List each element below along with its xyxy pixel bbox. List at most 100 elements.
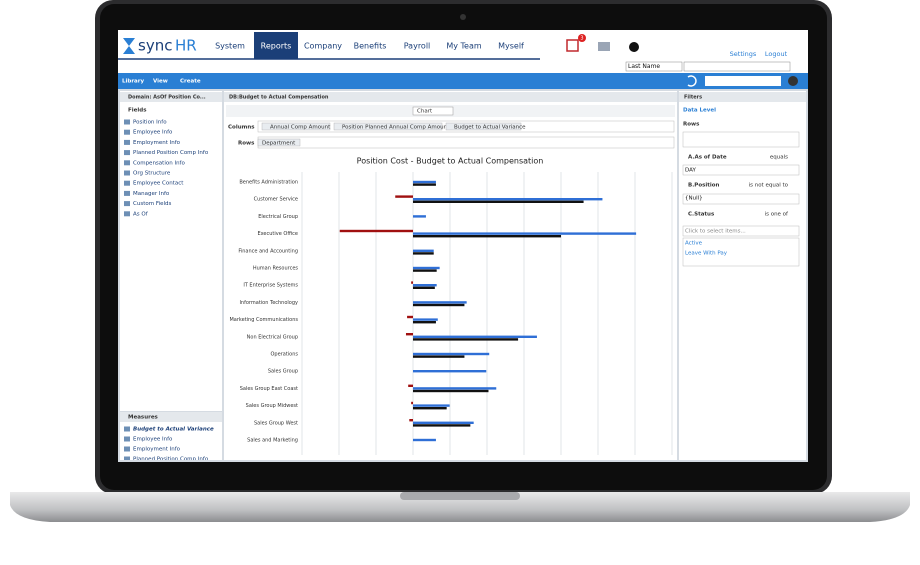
filters-panel — [679, 91, 806, 460]
category-label: IT Enterprise Systems — [243, 283, 298, 289]
filter-placeholder[interactable]: Click to select items... — [685, 229, 746, 235]
nav-item[interactable]: Payroll — [404, 42, 431, 51]
active-tab[interactable] — [254, 32, 298, 59]
filter-value[interactable]: DAY — [685, 168, 696, 174]
field-icon — [124, 170, 130, 176]
field-icon — [124, 129, 130, 135]
rows-label: Rows — [238, 141, 255, 147]
bar — [413, 198, 603, 201]
column-pill-label[interactable]: Annual Comp Amount — [270, 124, 331, 130]
bar — [413, 200, 584, 203]
filter-input[interactable] — [682, 164, 800, 176]
toolbar-tab[interactable]: View — [153, 79, 168, 85]
report-title: DB:Budget to Actual Compensation — [229, 95, 329, 101]
bar — [413, 318, 438, 321]
field-icon — [124, 150, 130, 156]
nav-item[interactable]: Reports — [261, 42, 292, 51]
column-pill[interactable] — [333, 122, 443, 131]
measure-item: Budget to Actual Variance — [133, 427, 214, 433]
rows-drop — [682, 131, 800, 148]
filter-operator[interactable]: equals — [770, 155, 788, 161]
view-select[interactable] — [412, 106, 454, 116]
menu-icon[interactable] — [598, 42, 610, 51]
camera — [460, 14, 466, 20]
nav-item[interactable]: My Team — [446, 42, 482, 51]
field-item: Org Structure — [133, 171, 171, 177]
view-select-label[interactable]: Chart — [417, 109, 433, 115]
category-label: Marketing Communications — [229, 317, 298, 323]
left-lists: Domain: AsOf Position Co... Fields Positio… — [124, 95, 214, 460]
category-label: Sales Group — [268, 369, 298, 375]
toolbar-tab[interactable]: Library — [122, 79, 144, 85]
help-icon[interactable] — [629, 42, 639, 52]
category-label: Customer Service — [254, 197, 298, 203]
bar — [407, 315, 413, 319]
report-panel — [224, 91, 677, 460]
bar — [413, 301, 467, 304]
field-item: Planned Position Comp Info — [133, 150, 209, 156]
column-pill[interactable] — [261, 122, 331, 131]
bar — [413, 404, 450, 407]
header-link[interactable]: Logout — [765, 50, 788, 58]
bar — [413, 266, 440, 270]
category-label: Operations — [271, 352, 299, 358]
field-icon — [124, 201, 130, 207]
tasks-icon[interactable] — [566, 39, 579, 52]
refresh-icon[interactable] — [687, 75, 697, 87]
nav-item[interactable]: Benefits — [354, 42, 387, 51]
filter-selected[interactable]: Active — [685, 241, 703, 247]
close-icon[interactable] — [788, 76, 798, 86]
search-input[interactable] — [683, 61, 791, 72]
column-pill-label[interactable]: Position Planned Annual Comp Amount — [342, 124, 450, 130]
bar — [413, 303, 465, 307]
filter-input[interactable] — [682, 225, 800, 237]
nav-item[interactable]: System — [215, 42, 245, 51]
panel-header — [679, 92, 806, 102]
bar — [413, 424, 471, 427]
nav-item[interactable]: Company — [304, 42, 342, 51]
category-label: Sales and Marketing — [247, 438, 298, 444]
logo-text: HR — [175, 37, 197, 55]
panel-header — [224, 92, 677, 102]
quick-search[interactable] — [705, 76, 781, 86]
search-select[interactable] — [625, 61, 683, 72]
toolbar-bar — [118, 73, 808, 89]
field-item: Employee Info — [133, 130, 173, 136]
measure-icon — [124, 426, 130, 432]
header-link[interactable]: Settings — [730, 50, 757, 58]
filter-label: A.As of Date — [688, 155, 727, 161]
filter-operator[interactable]: is not equal to — [749, 183, 789, 189]
search-select-label[interactable]: Last Name — [628, 63, 660, 70]
bar — [413, 183, 436, 186]
bar — [413, 421, 474, 424]
filter-value[interactable]: {Null} — [685, 196, 703, 202]
bar — [413, 352, 490, 356]
filter-input[interactable] — [682, 193, 800, 205]
filter-list[interactable] — [682, 237, 800, 267]
row-pill-label[interactable]: Department — [262, 140, 296, 146]
row-pill[interactable] — [257, 138, 301, 147]
toolbar-tab[interactable]: Create — [180, 79, 201, 85]
field-item: Employment Info — [133, 140, 181, 146]
bar — [408, 384, 413, 387]
column-pill-label[interactable]: Budget to Actual Variance — [454, 124, 526, 130]
panel-heading: Fields — [128, 108, 147, 114]
category-label: Executive Office — [257, 231, 298, 237]
logo-text: sync — [138, 37, 172, 55]
panel-header — [120, 92, 222, 102]
bar — [405, 333, 413, 336]
filter-operator[interactable]: is one of — [765, 212, 789, 218]
bar — [413, 321, 436, 324]
chart-title: Position Cost - Budget to Actual Compens… — [357, 157, 544, 166]
bar — [413, 235, 561, 238]
bar — [413, 407, 447, 410]
filter-selected[interactable]: Leave With Pay — [685, 251, 728, 257]
nav-item[interactable]: Myself — [498, 42, 524, 51]
bar — [339, 229, 413, 233]
bar — [409, 419, 413, 422]
panel-header — [120, 412, 222, 422]
category-label: Information Technology — [239, 300, 298, 306]
column-pill[interactable] — [445, 122, 522, 131]
